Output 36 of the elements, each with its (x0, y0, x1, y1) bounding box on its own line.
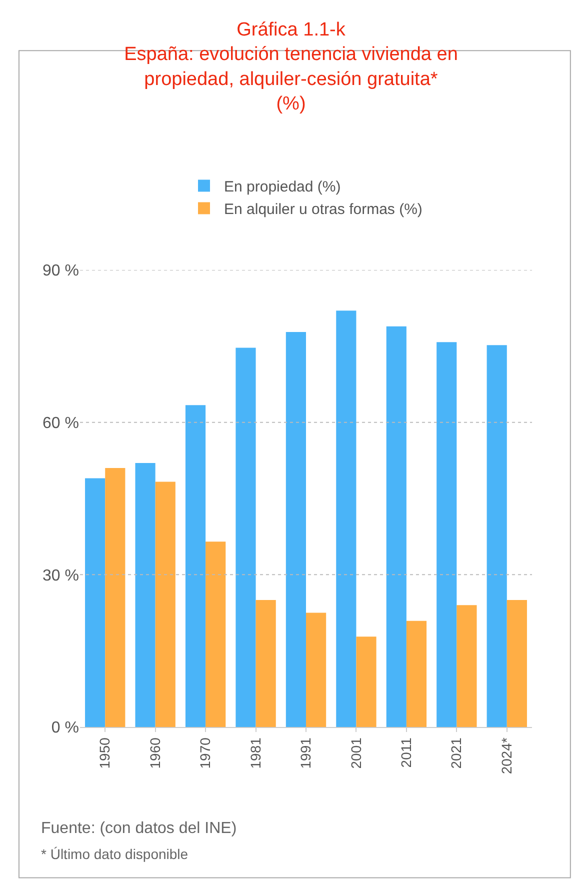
bar (155, 482, 176, 727)
bar (286, 332, 306, 727)
bar (356, 636, 376, 727)
legend-label: En propiedad (%) (224, 178, 341, 196)
bar (105, 468, 126, 727)
bar (406, 620, 427, 727)
bar (336, 310, 356, 727)
bar (135, 462, 156, 727)
x-tick-label: 2001 (348, 737, 364, 769)
x-tick-label: 2024* (498, 737, 514, 774)
x-tick-label: 1950 (96, 737, 113, 769)
y-tick-label: 30 % (42, 567, 79, 584)
bar (486, 345, 507, 727)
source-note: Fuente: (con datos del INE) (41, 820, 237, 837)
bar (206, 542, 226, 727)
bar (306, 612, 326, 727)
x-tick-label: 2021 (448, 737, 464, 769)
bar (456, 605, 477, 727)
x-tick-label: 2011 (398, 737, 414, 768)
bar (256, 600, 276, 727)
bar (436, 342, 457, 727)
x-tick-label: 1991 (298, 737, 314, 769)
bar (386, 326, 406, 727)
y-tick-label: 0 % (51, 720, 79, 737)
bar (185, 405, 206, 727)
chart-title: Gráfica 1.1-k España: evolución tenencia vivienda en propiedad, alquiler-cesión gratuita* (%) (124, 19, 458, 115)
legend-label: En alquiler u otras formas (%) (224, 201, 422, 218)
bar (85, 478, 106, 727)
bar (236, 348, 256, 727)
x-tick-label: 1970 (197, 737, 214, 769)
y-tick-label: 60 % (42, 414, 79, 432)
x-tick-label: 1981 (247, 737, 264, 769)
text: * Último dato disponible (41, 846, 188, 862)
x-tick-label: 1960 (146, 737, 163, 769)
bar (506, 600, 527, 727)
y-tick-label: 90 % (42, 262, 79, 280)
